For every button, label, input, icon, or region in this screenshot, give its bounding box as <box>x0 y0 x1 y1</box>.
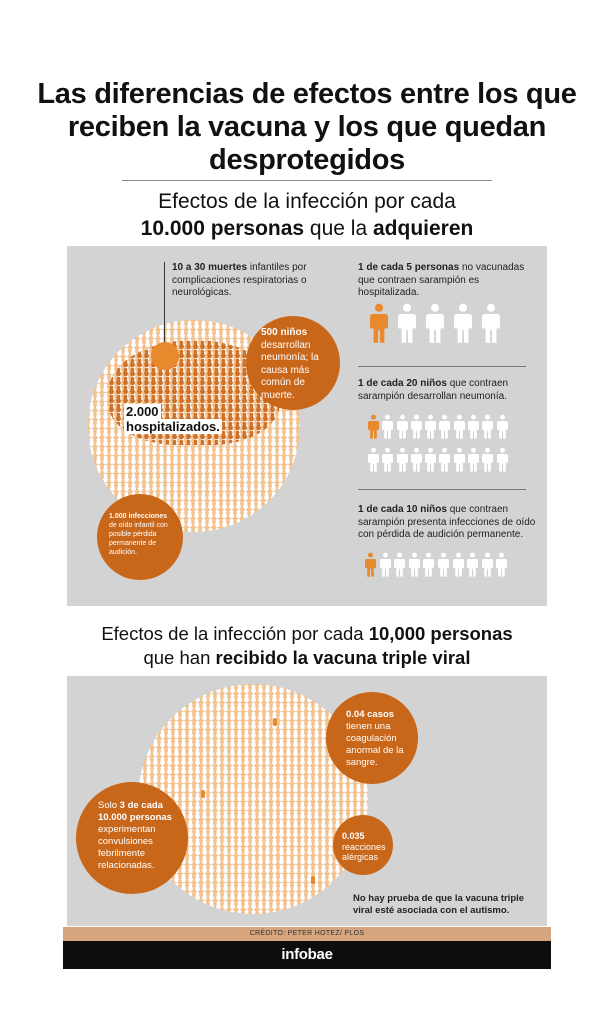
pneumonia-text: desarrollan neumonía; la causa más común… <box>261 339 319 401</box>
person-icon <box>394 552 406 577</box>
person-icon-row-1-of-20-bottom <box>368 447 508 472</box>
ear-infection-text: de oído infantil con posible pérdida per… <box>109 522 168 556</box>
section2-subtitle-pre2: que han <box>143 647 216 668</box>
blood-coagulation-bold: 0.04 casos <box>346 709 395 720</box>
convulsions-pre: Solo <box>98 800 120 811</box>
vaccinated-affected-marker-3 <box>311 876 315 884</box>
stat-hospitalization-bold: 1 de cada 5 personas <box>358 262 460 273</box>
person-icon <box>439 447 451 472</box>
person-icon <box>425 414 437 439</box>
person-icon <box>454 303 472 343</box>
deaths-note: 10 a 30 muertes infantiles por complicac… <box>172 262 322 300</box>
person-icon <box>496 414 508 439</box>
person-icon <box>496 447 508 472</box>
stat-hospitalization-text: no vacunadas que contraen sarampión es h… <box>358 262 525 298</box>
stat-ear-infection-text: que contraen sarampión presenta infeccio… <box>358 504 536 540</box>
stat-pneumonia-bold: 1 de cada 20 niños <box>358 378 447 389</box>
section1-subtitle-mid: que la <box>304 217 373 240</box>
deaths-note-bold: 10 a 30 muertes <box>172 262 248 273</box>
convulsions-bold: 3 de cada 10.000 personas <box>98 800 172 823</box>
person-icon <box>468 414 480 439</box>
ear-infection-bold: 1.000 infecciones <box>109 513 167 520</box>
person-icon <box>426 303 444 343</box>
stat-pneumonia: 1 de cada 20 niños que contraen sarampió… <box>358 378 538 403</box>
section2-subtitle-pre: Efectos de la infección por cada <box>101 623 369 644</box>
person-icon <box>453 414 465 439</box>
stat-pneumonia-text: que contraen sarampión desarrollan neumo… <box>358 378 509 402</box>
person-icon <box>482 303 500 343</box>
pneumonia-bold: 500 niños <box>261 327 308 338</box>
brand-logo: infobae <box>63 941 551 969</box>
vaccinated-affected-marker-2 <box>201 790 205 798</box>
person-icon <box>396 414 408 439</box>
allergy-bold: 0.035 <box>342 831 365 841</box>
stat-divider-1 <box>358 366 526 367</box>
person-icon <box>452 552 464 577</box>
person-icon <box>482 447 494 472</box>
person-icon <box>439 414 451 439</box>
section2-subtitle-line1: Efectos de la infección por cada 10,000 … <box>0 622 614 646</box>
convulsions-bubble: Solo 3 de cada 10.000 personas experimen… <box>76 782 188 894</box>
page-title: Las diferencias de efectos entre los que… <box>37 78 577 176</box>
person-icon <box>370 303 388 343</box>
stat-ear-infection-bold: 1 de cada 10 niños <box>358 504 447 515</box>
person-icon <box>398 303 416 343</box>
person-icon <box>382 414 394 439</box>
blood-coagulation-bubble: 0.04 casos tienen una coagulación anorma… <box>326 692 418 784</box>
person-icon <box>482 414 494 439</box>
person-icon <box>396 447 408 472</box>
person-icon <box>437 552 449 577</box>
credit-bar: CRÉDITO: PETER HOTEZ/ PLOS <box>63 927 551 941</box>
allergy-text: reacciones alérgicas <box>342 841 386 863</box>
population-circle-vaccinated <box>138 684 368 914</box>
ear-infection-bubble: 1.000 infecciones de oído infantil con p… <box>97 494 183 580</box>
person-icon <box>410 414 422 439</box>
person-icon-row-1-of-10 <box>365 552 508 577</box>
autism-note: No hay prueba de que la vacuna triple vi… <box>353 893 525 916</box>
hospitalized-label: 2.000 hospitalizados. <box>124 404 222 434</box>
section2-subtitle: Efectos de la infección por cada 10,000 … <box>0 622 614 670</box>
stat-ear-infection: 1 de cada 10 niños que contraen sarampió… <box>358 504 538 542</box>
person-icon <box>481 552 493 577</box>
title-divider <box>122 180 492 181</box>
section2-subtitle-bold1: 10,000 personas <box>368 623 513 644</box>
person-icon-row-1-of-20-top <box>368 414 508 439</box>
person-icon <box>468 447 480 472</box>
person-icon <box>423 552 435 577</box>
person-icon <box>467 552 479 577</box>
person-icon <box>368 414 379 439</box>
stat-hospitalization: 1 de cada 5 personas no vacunadas que co… <box>358 262 538 300</box>
section1-subtitle-bold2: adquieren <box>372 217 474 240</box>
person-icon <box>425 447 437 472</box>
section1-subtitle-line1: Efectos de la infección por cada <box>158 190 456 213</box>
section1-subtitle-bold1: 10.000 personas <box>140 217 305 240</box>
person-icon-row-1-of-5 <box>370 302 500 344</box>
section2-subtitle-line2: que han recibido la vacuna triple viral <box>0 646 614 670</box>
section1-subtitle: Efectos de la infección por cada 10.000 … <box>0 188 614 242</box>
person-icon <box>410 447 422 472</box>
convulsions-text: experimentan convulsiones febrilmente re… <box>98 824 156 871</box>
blood-coagulation-text: tienen una coagulación anormal de la san… <box>346 721 404 768</box>
deaths-note-text: infantiles por complicaciones respirator… <box>172 262 307 298</box>
deaths-marker-dot <box>151 342 179 370</box>
person-icon <box>408 552 420 577</box>
deaths-pointer-line <box>164 262 165 352</box>
person-icon <box>453 447 465 472</box>
pneumonia-bubble: 500 niños desarrollan neumonía; la causa… <box>246 316 340 410</box>
section2-subtitle-bold2: recibido la vacuna triple viral <box>215 647 471 668</box>
person-icon <box>365 552 376 577</box>
allergy-bubble: 0.035 reacciones alérgicas <box>333 815 393 875</box>
stat-divider-2 <box>358 489 526 490</box>
person-icon <box>496 552 508 577</box>
person-icon <box>379 552 391 577</box>
person-icon <box>368 447 379 472</box>
hospitalized-word: hospitalizados. <box>124 419 222 434</box>
hospitalized-number: 2.000 <box>124 404 161 419</box>
person-icon <box>382 447 394 472</box>
vaccinated-affected-marker-1 <box>273 718 277 726</box>
section1-subtitle-line2: 10.000 personas que la adquieren <box>0 215 614 242</box>
